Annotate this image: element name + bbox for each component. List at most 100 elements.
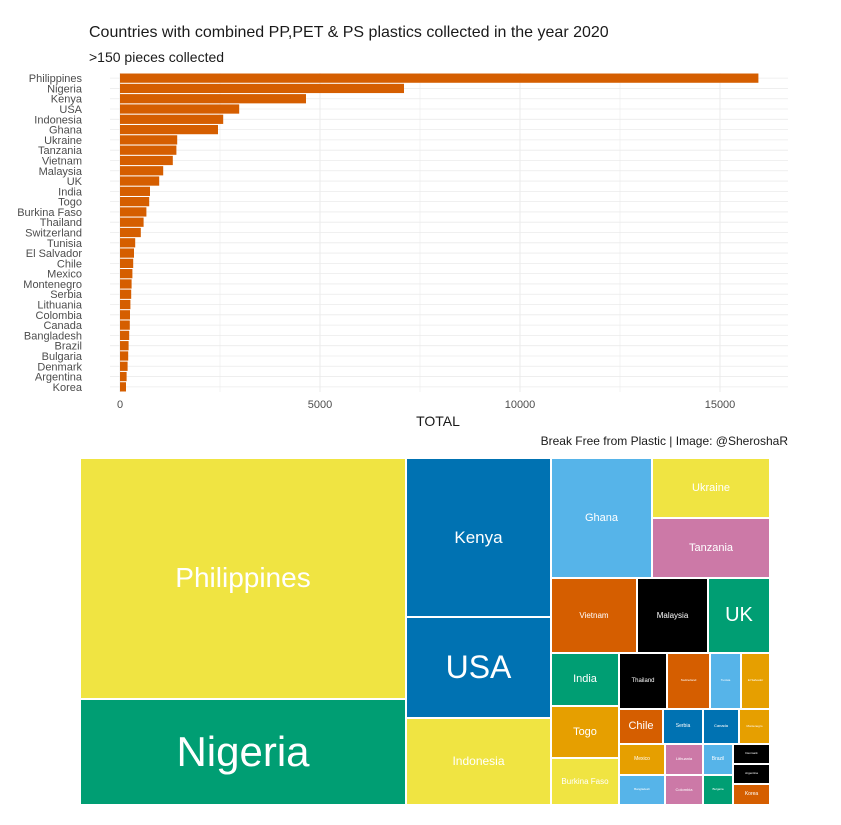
- treemap-label: USA: [445, 649, 512, 686]
- y-tick-label: Thailand: [40, 217, 82, 229]
- treemap-label: Vietnam: [579, 610, 609, 620]
- bar-ukraine: [120, 135, 178, 145]
- y-tick-label: Togo: [58, 197, 82, 209]
- treemap-label: Chile: [628, 720, 654, 733]
- bars: [120, 73, 759, 392]
- x-axis-title: TOTAL: [416, 413, 460, 429]
- bar-argentina: [120, 371, 127, 382]
- y-tick-label: Nigeria: [47, 83, 83, 95]
- y-tick-label: Ukraine: [44, 135, 82, 147]
- bar-lithuania: [120, 299, 131, 310]
- bar-nigeria: [120, 83, 404, 94]
- y-tick-label: Bulgaria: [42, 351, 83, 363]
- treemap-tile-canada: Canada: [703, 709, 739, 744]
- bar-chile: [120, 258, 134, 269]
- y-tick-label: Indonesia: [34, 114, 83, 126]
- treemap-label: Thailand: [631, 677, 655, 684]
- bar-thailand: [120, 217, 144, 227]
- bar-tunisia: [120, 238, 136, 248]
- treemap-label: Bulgaria: [712, 787, 724, 792]
- treemap-tile-montenegro: Montenegro: [739, 709, 770, 744]
- x-tick-label: 15000: [705, 399, 736, 411]
- x-tick-label: 5000: [308, 399, 332, 411]
- treemap-tile-thailand: Thailand: [619, 653, 667, 709]
- treemap-tile-bangladesh: Bangladesh: [619, 775, 665, 805]
- bar-serbia: [120, 289, 132, 299]
- bar-chart: PhilippinesNigeriaKenyaUSAIndonesiaGhana…: [17, 73, 788, 429]
- bar-uk: [120, 176, 160, 186]
- bar-colombia: [120, 310, 130, 320]
- treemap-tile-indonesia: Indonesia: [406, 718, 551, 805]
- treemap-tile-el-salvador: El Salvador: [741, 653, 770, 709]
- bar-ghana: [120, 124, 218, 135]
- y-tick-label: Lithuania: [37, 300, 83, 312]
- bar-kenya: [120, 94, 306, 104]
- chart-caption: Break Free from Plastic | Image: @Sheros…: [540, 434, 788, 448]
- treemap-tile-malaysia: Malaysia: [637, 578, 708, 653]
- treemap-label: Indonesia: [452, 753, 505, 768]
- treemap-tile-mexico: Mexico: [619, 744, 665, 775]
- treemap-tile-denmark: Denmark: [733, 744, 770, 764]
- treemap: Philippines Nigeria Kenya USA Indonesia Ghana…: [80, 458, 770, 805]
- treemap-label: Serbia: [675, 722, 691, 729]
- treemap-label: Burkina Faso: [561, 776, 609, 786]
- treemap-label: Colombia: [675, 786, 693, 792]
- bar-philippines: [120, 73, 759, 83]
- y-tick-label: El Salvador: [26, 248, 83, 260]
- treemap-label: Denmark: [745, 751, 758, 756]
- y-tick-label: Korea: [53, 382, 83, 394]
- x-tick-label: 0: [117, 399, 123, 411]
- treemap-tile-togo: Togo: [551, 706, 619, 758]
- y-tick-label: Malaysia: [39, 166, 83, 178]
- bar-indonesia: [120, 114, 224, 124]
- treemap-label: Malaysia: [656, 610, 689, 620]
- treemap-tile-nigeria: Nigeria: [80, 699, 406, 805]
- treemap-label: Tanzania: [688, 541, 734, 554]
- treemap-tile-serbia: Serbia: [663, 709, 703, 744]
- y-tick-label: Chile: [57, 258, 82, 270]
- treemap-label: Montenegro: [746, 723, 763, 728]
- treemap-tile-brazil: Brazil: [703, 744, 733, 775]
- y-tick-label: Denmark: [37, 361, 82, 373]
- bar-usa: [120, 104, 240, 114]
- chart-subtitle: >150 pieces collected: [89, 49, 225, 65]
- treemap-tile-india: India: [551, 653, 619, 706]
- treemap-label: Philippines: [175, 562, 311, 594]
- y-tick-label: Switzerland: [25, 228, 82, 240]
- treemap-tile-usa: USA: [406, 617, 551, 718]
- treemap-label: Nigeria: [176, 727, 310, 775]
- y-tick-label: India: [58, 186, 83, 198]
- treemap-tile-tunisia: Tunisia: [710, 653, 741, 709]
- bar-india: [120, 186, 150, 196]
- y-tick-label: UK: [67, 176, 83, 188]
- bar-vietnam: [120, 155, 173, 166]
- treemap-label: Togo: [573, 725, 597, 738]
- treemap-label: Korea: [744, 790, 759, 797]
- treemap-label: Canada: [713, 723, 728, 729]
- bar-el-salvador: [120, 248, 134, 258]
- bar-canada: [120, 320, 130, 330]
- treemap-label: Switzerland: [680, 678, 697, 683]
- treemap-tile-argentina: Argentina: [733, 764, 770, 784]
- treemap-tile-colombia: Colombia: [665, 775, 703, 805]
- treemap-tile-tanzania: Tanzania: [652, 518, 770, 578]
- treemap-tile-korea: Korea: [733, 784, 770, 805]
- y-tick-label: Kenya: [51, 94, 83, 106]
- treemap-tile-ukraine: Ukraine: [652, 458, 770, 518]
- bar-togo: [120, 196, 150, 207]
- y-tick-label: Tunisia: [47, 238, 83, 250]
- treemap-tile-lithuania: Lithuania: [665, 744, 703, 775]
- treemap-label: Kenya: [454, 527, 503, 547]
- treemap-label: El Salvador: [747, 678, 764, 683]
- treemap-tile-bulgaria: Bulgaria: [703, 775, 733, 805]
- bar-malaysia: [120, 166, 164, 176]
- treemap-label: Mexico: [634, 755, 650, 762]
- chart-title: Countries with combined PP,PET & PS plas…: [89, 24, 609, 41]
- treemap-tile-burkina-faso: Burkina Faso: [551, 758, 619, 805]
- x-tick-label: 10000: [505, 399, 536, 411]
- treemap-tile-chile: Chile: [619, 709, 663, 744]
- treemap-label: Argentina: [745, 771, 758, 776]
- y-tick-label: Bangladesh: [24, 330, 82, 342]
- y-tick-label: Colombia: [36, 310, 83, 322]
